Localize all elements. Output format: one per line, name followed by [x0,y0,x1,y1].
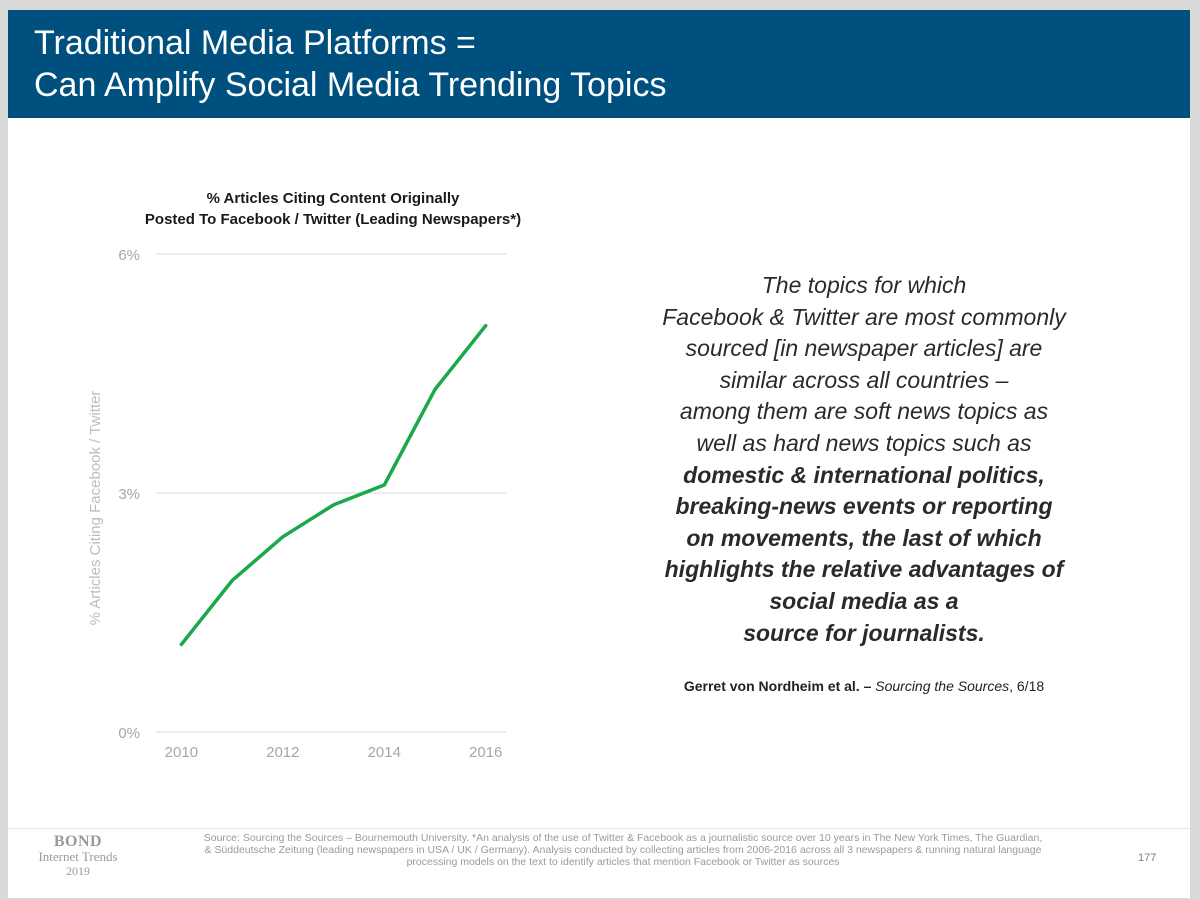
line-chart: 0% 3% 6% 2010 2012 2014 2016 % Articles Citing … [87,247,506,761]
series-line [179,323,488,647]
quote-line: The topics for which [761,272,967,298]
y-tick-label: 6% [118,247,140,264]
bond-name: BOND [53,833,103,850]
chart-title-line-2: Posted To Facebook / Twitter (Leading Ne… [144,211,522,228]
chart-title-line-1: % Articles Citing Content Originally [206,190,460,207]
header-banner: Traditional Media Platforms = Can Amplif… [8,10,1190,118]
slide-title-line-1: Traditional Media Platforms = [34,24,476,62]
source-line: Source: Sourcing the Sources – Bournemou… [203,832,1043,844]
source-line: processing models on the text to identif… [406,856,840,868]
quote-bold-line: highlights the relative advantages of [664,556,1064,583]
quote-line: well as hard news topics such as [696,429,1032,456]
quote-line: Facebook & Twitter are most commonly [662,303,1066,330]
quote-attribution: Gerret von Nordheim et al. – Sourcing th… [614,678,1114,694]
quote-block: The topics for which Facebook & Twitter … [614,270,1114,649]
quote-line: sourced [in newspaper articles] are [685,335,1043,362]
page-number: 177 [1138,852,1157,864]
source-note: Source: Sourcing the Sources – Bournemou… [158,832,1088,868]
bond-subtitle: Internet Trends [38,849,118,864]
source-line: & Süddeutsche Zeitung (leading newspaper… [204,844,1042,856]
attribution-author: Gerret von Nordheim et al. – [683,678,872,694]
y-axis-label: % Articles Citing Facebook / Twitter [87,391,104,626]
quote-line: among them are soft news topics as [679,398,1049,425]
attribution-date: , 6/18 [1009,678,1045,694]
x-tick-label: 2014 [368,744,401,761]
bond-year: 2019 [66,864,90,878]
attribution-work: Sourcing the Sources [875,678,1010,694]
x-tick-label: 2016 [469,744,502,761]
quote-bold-line: breaking-news events or reporting [675,493,1053,520]
y-tick-label: 0% [118,725,140,742]
quote-bold-line: social media as a [769,587,959,614]
chart-title: % Articles Citing Content Originally Pos… [108,188,558,230]
quote-bold-line: source for journalists. [743,619,985,646]
x-tick-label: 2010 [165,744,198,761]
x-tick-label: 2012 [266,744,299,761]
slide-title-line-2: Can Amplify Social Media Trending Topics [34,66,667,104]
quote-bold-line: on movements, the last of which [686,524,1042,551]
slide-title: Traditional Media Platforms = Can Amplif… [34,22,666,106]
y-tick-label: 3% [118,486,140,503]
bond-logo: BOND Internet Trends 2019 [22,834,134,879]
quote-bold-line: domestic & international politics, [683,461,1045,488]
quote-line: similar across all countries – [719,366,1009,393]
slide: Traditional Media Platforms = Can Amplif… [8,10,1190,898]
footer-divider [8,828,1190,829]
